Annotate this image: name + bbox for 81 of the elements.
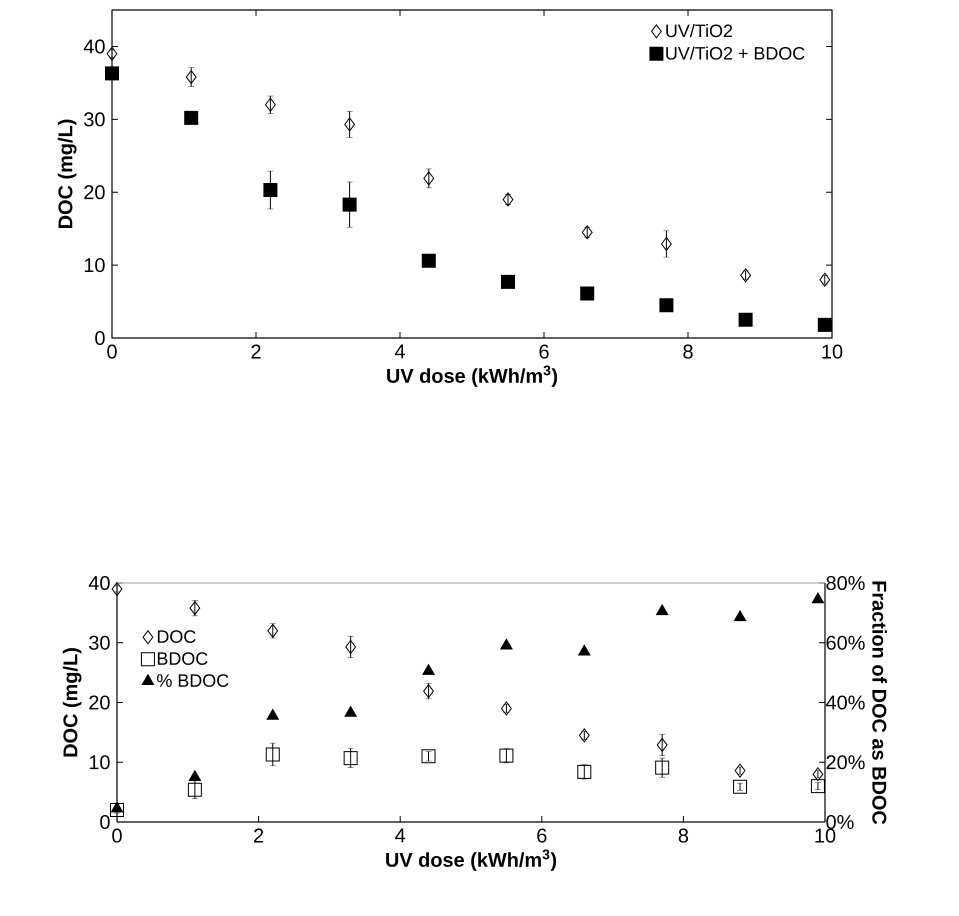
y-tick-label: 0 xyxy=(95,330,105,346)
point xyxy=(661,236,672,251)
point xyxy=(656,604,668,616)
x-tick-label: 8 xyxy=(678,828,688,843)
point xyxy=(656,738,668,752)
point xyxy=(810,779,825,794)
y2-tick-label: 80% xyxy=(826,576,865,590)
point xyxy=(188,770,202,781)
point xyxy=(106,46,118,61)
point xyxy=(734,610,746,622)
point xyxy=(733,780,748,794)
y2-axis-title: Fraction of DOC as BDOC xyxy=(872,582,887,824)
legend-label: UV/TiO2 + BDOC xyxy=(666,46,805,60)
point xyxy=(110,802,124,812)
point xyxy=(344,117,355,132)
point xyxy=(734,764,746,778)
x-axis-title: UV dose (kWh/m$^{3}$) xyxy=(386,849,556,871)
x-tick-label: 6 xyxy=(537,828,546,843)
point xyxy=(818,318,832,332)
x-tick-label: 4 xyxy=(395,828,406,842)
point xyxy=(110,803,124,818)
x-tick-label: 0 xyxy=(112,828,122,843)
x-tick-label: 4 xyxy=(394,344,405,358)
x-tick-label: 8 xyxy=(683,344,693,359)
point xyxy=(499,748,514,763)
y-tick-label: 30 xyxy=(89,636,110,650)
y-tick-label: 20 xyxy=(89,695,110,710)
point xyxy=(266,708,279,720)
legend-label: DOC xyxy=(158,630,196,643)
point xyxy=(422,749,436,764)
point xyxy=(580,286,594,301)
y2-tick-label: 60% xyxy=(826,636,865,650)
point xyxy=(500,638,513,650)
point xyxy=(812,767,824,782)
x-tick-label: 6 xyxy=(539,344,549,359)
point xyxy=(342,198,357,212)
point xyxy=(344,751,358,766)
point xyxy=(266,747,280,762)
legend-label: BDOC xyxy=(158,652,208,665)
y-tick-label: 0 xyxy=(100,814,110,830)
y-tick-label: 20 xyxy=(84,185,105,200)
point xyxy=(577,764,592,779)
point xyxy=(263,183,278,198)
point xyxy=(582,225,593,240)
x-tick-label: 2 xyxy=(251,344,261,358)
point xyxy=(184,110,198,125)
point xyxy=(422,254,436,268)
y-axis-title: DOC (mg/L) xyxy=(62,648,82,757)
legend-label: UV/TiO2 xyxy=(666,24,732,38)
point xyxy=(265,98,276,112)
x-tick-label: 2 xyxy=(254,828,264,842)
y-tick-label: 40 xyxy=(84,39,105,54)
point xyxy=(655,760,670,775)
point xyxy=(738,312,753,327)
point xyxy=(578,728,590,742)
y2-tick-label: 20% xyxy=(826,755,865,770)
y-tick-label: 10 xyxy=(84,258,105,272)
y-axis-title: DOC (mg/L) xyxy=(58,120,76,228)
x-tick-label: 10 xyxy=(822,344,842,359)
y-tick-label: 10 xyxy=(90,755,110,770)
point xyxy=(345,640,356,654)
point xyxy=(188,782,202,797)
point xyxy=(344,706,357,717)
x-axis-title: UV dose (kWh/m$^{3}$) xyxy=(387,365,558,387)
point xyxy=(422,664,435,675)
point xyxy=(659,298,674,312)
point xyxy=(578,644,590,656)
point xyxy=(267,624,278,638)
x-tick-label: 10 xyxy=(815,828,836,843)
y2-tick-label: 40% xyxy=(826,695,865,710)
point xyxy=(105,66,119,80)
point xyxy=(501,701,512,716)
point xyxy=(812,592,824,604)
point xyxy=(186,70,197,84)
point xyxy=(423,171,434,186)
point xyxy=(501,274,516,289)
legend-label: % BDOC xyxy=(157,674,228,687)
y2-tick-label: 0% xyxy=(826,814,854,830)
point xyxy=(819,272,830,287)
y-tick-label: 40 xyxy=(88,576,110,590)
y-tick-label: 30 xyxy=(84,112,105,126)
